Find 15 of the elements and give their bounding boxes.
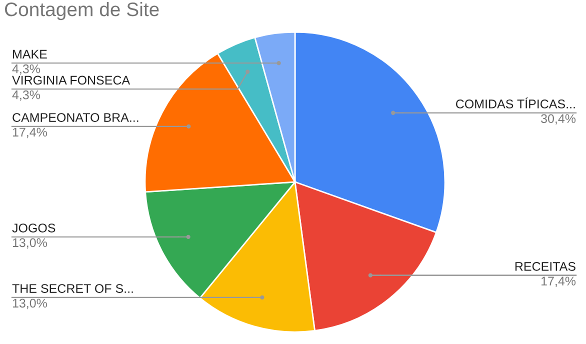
- data-label: 4,3%: [12, 90, 40, 101]
- slice-label: VIRGINIA FONSECA: [12, 76, 130, 85]
- slice-label: CAMPEONATO BRA...: [12, 113, 138, 122]
- slice-label: COMIDAS TÍPICAS...: [456, 97, 575, 108]
- data-label: 13,0%: [12, 238, 47, 249]
- slice-label: THE SECRET OF S...: [12, 284, 133, 293]
- data-label: 17,4%: [12, 128, 47, 138]
- data-label: 30,4%: [541, 114, 576, 125]
- slice-label: JOGOS: [12, 224, 56, 232]
- data-label: 17,4%: [542, 276, 576, 287]
- slice-label: MAKE: [13, 50, 47, 59]
- data-label: 4,3%: [12, 64, 40, 75]
- data-label: 13,0%: [12, 298, 47, 310]
- chart-title: Contagem de Site: [4, 2, 159, 20]
- slice-label: RECEITAS: [515, 262, 576, 271]
